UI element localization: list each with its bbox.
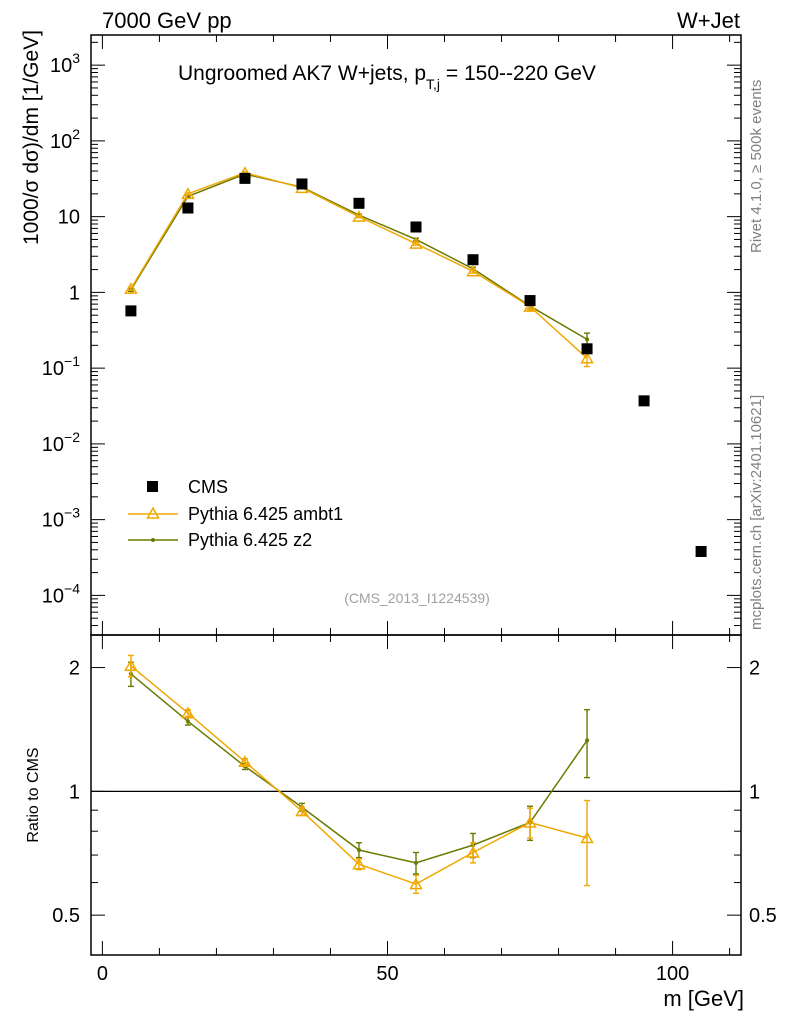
ratio-ambt1-point	[238, 755, 252, 768]
main-y-tick-label: 10−3	[42, 505, 80, 532]
x-axis-label: m [GeV]	[663, 986, 744, 1011]
header-process-label: W+Jet	[677, 8, 740, 33]
rivet-version-label: Rivet 4.1.0, ≥ 500k events	[748, 80, 765, 253]
main-ambt1-point	[409, 237, 423, 249]
main-ambt1-point	[466, 264, 480, 277]
main-ambt1-point	[580, 351, 594, 364]
ratio-ambt1-point	[580, 831, 594, 844]
main-cms-point	[524, 295, 536, 307]
ratio-z2-point	[414, 860, 418, 865]
title-subscript: T,j	[426, 76, 440, 92]
legend-label-ambt1: Pythia 6.425 ambt1	[188, 504, 343, 524]
title-main: Ungroomed AK7 W+jets, p	[178, 62, 426, 85]
main-y-tick-label: 10	[58, 207, 80, 229]
legend-marker-cms	[147, 481, 158, 492]
ratio-ambt1-point	[523, 815, 537, 828]
main-cms-point	[581, 343, 593, 355]
ratio-y-tick-label-right: 2	[749, 658, 760, 680]
ratio-ambt1-point	[295, 804, 309, 817]
ratio-plot-frame	[90, 634, 742, 956]
main-y-tick-label: 10−1	[42, 353, 80, 380]
legend-marker-z2	[151, 538, 155, 542]
x-tick-label: 0	[97, 963, 108, 985]
main-cms-point	[239, 172, 251, 184]
ratio-ambt1-point	[352, 857, 366, 870]
main-y-tick-label: 102	[50, 126, 80, 153]
main-cms-point	[182, 202, 194, 214]
ratio-y-tick-label: 2	[69, 658, 80, 680]
main-cms-point	[353, 197, 365, 209]
ratio-y-axis-label: Ratio to CMS	[25, 747, 42, 842]
main-z2-point	[585, 337, 590, 342]
ratio-y-tick-label-right: 0.5	[749, 905, 777, 927]
ratio-ambt1-point	[181, 706, 195, 719]
x-tick-label: 50	[376, 963, 398, 985]
main-cms-point	[125, 305, 137, 317]
main-y-tick-label: 103	[50, 50, 80, 77]
ratio-ambt1-point	[124, 659, 138, 672]
main-plot-title: Ungroomed AK7 W+jets, pT,j = 150--220 Ge…	[178, 62, 596, 92]
legend-label-z2: Pythia 6.425 z2	[188, 530, 312, 550]
ratio-z2-point	[356, 848, 361, 853]
ratio-ambt1-point	[409, 877, 423, 890]
analysis-watermark: (CMS_2013_I1224539)	[344, 590, 490, 606]
main-y-tick-label: 10−2	[42, 429, 80, 456]
ratio-z2-point	[185, 719, 190, 724]
main-cms-point	[410, 221, 422, 233]
legend-marker-ambt1	[146, 506, 160, 519]
title-tail: = 150--220 GeV	[440, 62, 596, 85]
ratio-y-tick-label-right: 1	[749, 781, 760, 803]
main-cms-point	[296, 178, 308, 190]
ratio-ambt1-point	[466, 846, 480, 858]
main-ambt1-point	[181, 187, 195, 200]
header-collision-label: 7000 GeV pp	[102, 8, 232, 33]
ratio-z2-line	[130, 673, 588, 864]
main-y-tick-label: 1	[69, 282, 80, 304]
main-ambt1-point	[124, 282, 138, 294]
main-y-axis-label: 1000/σ dσ)/dm [1/GeV]	[20, 30, 43, 245]
x-tick-label: 100	[656, 963, 689, 985]
main-ambt1-point	[523, 300, 537, 312]
main-y-tick-label: 10−4	[42, 580, 80, 607]
ratio-y-tick-label: 0.5	[52, 905, 80, 927]
mcplots-label: mcplots.cern.ch [arXiv:2401.10621]	[748, 395, 765, 630]
main-cms-point	[638, 395, 650, 407]
legend: CMS Pythia 6.425 ambt1 Pythia 6.425 z2	[128, 477, 343, 550]
ratio-y-tick-label: 1	[69, 781, 80, 803]
legend-label-cms: CMS	[188, 477, 228, 497]
ratio-z2-point	[585, 738, 590, 743]
main-cms-point	[695, 545, 707, 557]
main-ambt1-point	[352, 210, 366, 222]
main-cms-point	[467, 254, 479, 266]
